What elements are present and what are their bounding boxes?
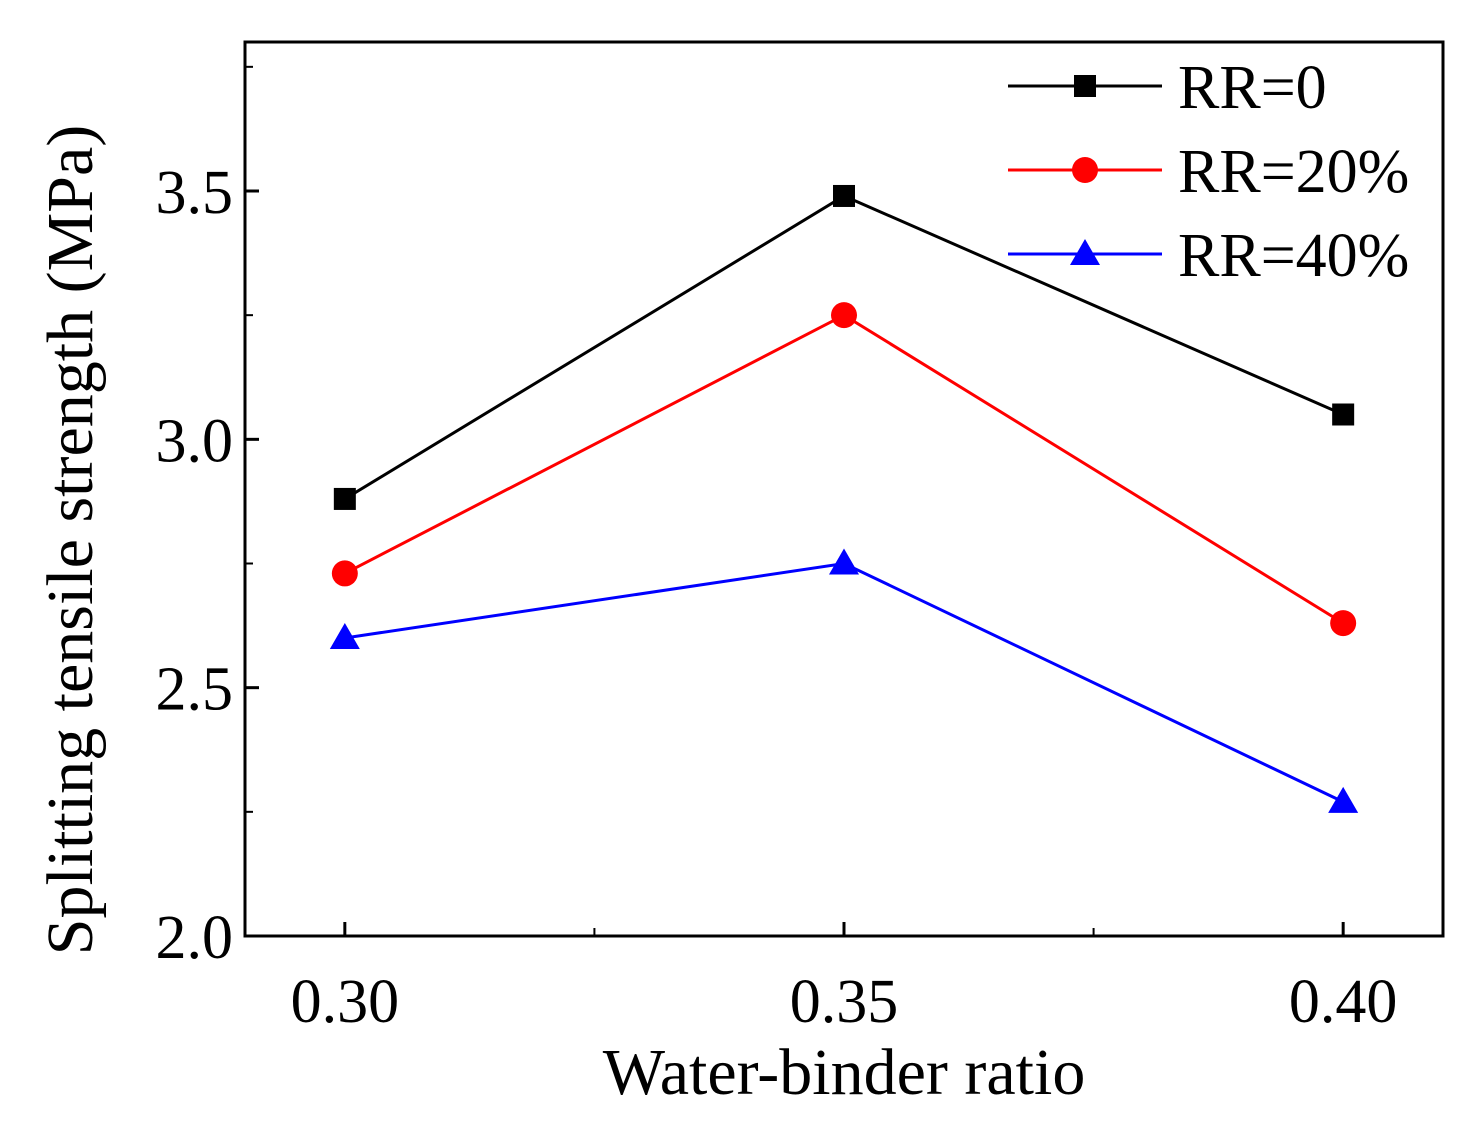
x-axis-label: Water-binder ratio [603, 1036, 1086, 1109]
y-tick-label: 3.5 [156, 159, 234, 227]
series-line [344, 313, 1344, 625]
y-tick-label: 3.0 [156, 407, 234, 475]
square-marker [833, 184, 855, 207]
series-rr-20- [331, 302, 1357, 637]
x-tick-label: 0.30 [291, 968, 400, 1036]
y-tick-label: 2.5 [156, 656, 234, 724]
triangle-marker [1328, 786, 1359, 813]
circle-marker [1330, 610, 1357, 637]
circle-marker [831, 302, 857, 329]
legend-item: RR=0 [1008, 54, 1327, 122]
legend-item: RR=20% [1008, 138, 1409, 206]
circle-marker [1072, 157, 1098, 183]
square-marker [1074, 75, 1096, 97]
legend-label: RR=0 [1178, 54, 1327, 122]
series-line [344, 561, 1344, 804]
series-rr-0 [333, 184, 1355, 510]
square-marker [333, 487, 356, 510]
legend-label: RR=40% [1178, 222, 1409, 290]
triangle-marker [1070, 239, 1100, 265]
triangle-marker [829, 548, 859, 575]
triangle-marker [329, 623, 360, 649]
legend-item: RR=40% [1008, 222, 1409, 290]
x-tick-label: 0.35 [790, 968, 899, 1036]
legend-label: RR=20% [1178, 138, 1409, 206]
x-tick-label: 0.40 [1289, 968, 1398, 1036]
y-tick-label: 2.0 [156, 904, 234, 972]
circle-marker [331, 560, 358, 587]
series-rr-40- [329, 548, 1359, 813]
y-axis-label: Splitting tensile strength (MPa) [34, 125, 107, 955]
square-marker [1332, 403, 1355, 426]
